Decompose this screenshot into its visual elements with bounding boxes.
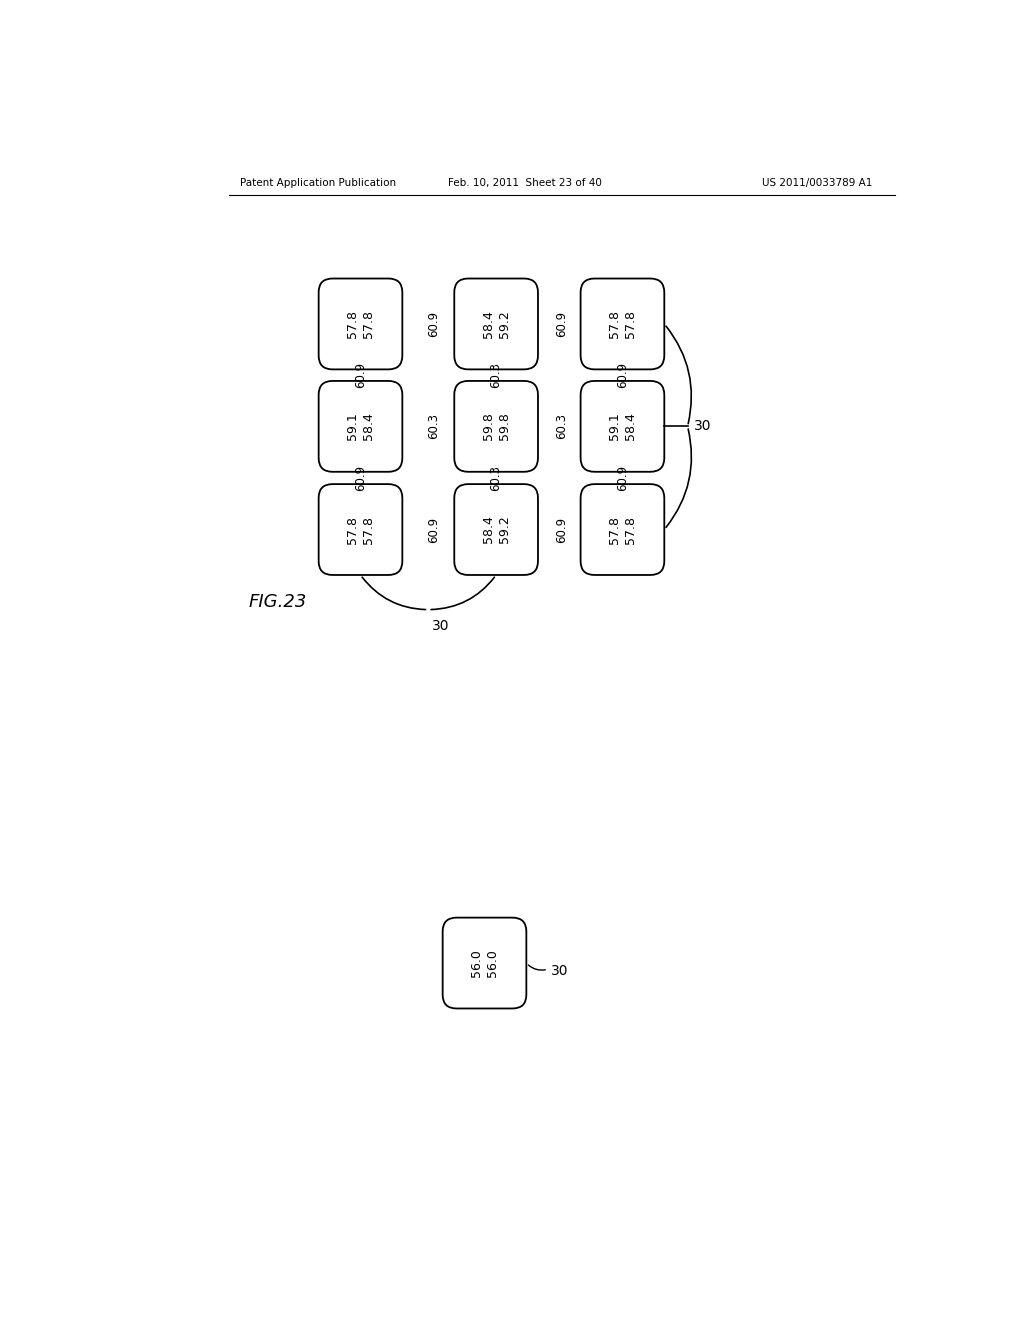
FancyBboxPatch shape	[318, 381, 402, 471]
Text: 60.9: 60.9	[354, 362, 367, 388]
Text: 60.9: 60.9	[354, 465, 367, 491]
FancyBboxPatch shape	[455, 484, 538, 576]
FancyBboxPatch shape	[581, 484, 665, 576]
Text: 30: 30	[551, 964, 568, 978]
FancyBboxPatch shape	[581, 279, 665, 370]
Text: 30: 30	[432, 619, 450, 632]
Text: 60.9: 60.9	[555, 312, 568, 337]
Text: 60.3: 60.3	[489, 362, 503, 388]
Text: 60.9: 60.9	[428, 516, 440, 543]
Text: 56.0
56.0: 56.0 56.0	[470, 949, 499, 977]
Text: Feb. 10, 2011  Sheet 23 of 40: Feb. 10, 2011 Sheet 23 of 40	[447, 178, 602, 187]
Text: 60.9: 60.9	[616, 465, 629, 491]
FancyBboxPatch shape	[455, 279, 538, 370]
Text: 59.1
58.4: 59.1 58.4	[608, 412, 637, 441]
Text: 59.1
58.4: 59.1 58.4	[346, 412, 375, 441]
Text: FIG.23: FIG.23	[248, 594, 306, 611]
Text: 60.9: 60.9	[428, 312, 440, 337]
FancyBboxPatch shape	[442, 917, 526, 1008]
Text: 58.4
59.2: 58.4 59.2	[481, 516, 511, 544]
Text: 57.8
57.8: 57.8 57.8	[608, 516, 637, 544]
Text: 58.4
59.2: 58.4 59.2	[481, 310, 511, 338]
Text: 59.8
59.8: 59.8 59.8	[481, 412, 511, 441]
Text: 60.3: 60.3	[428, 413, 440, 440]
Text: 60.9: 60.9	[616, 362, 629, 388]
FancyBboxPatch shape	[455, 381, 538, 471]
Text: 60.3: 60.3	[489, 465, 503, 491]
FancyBboxPatch shape	[581, 381, 665, 471]
Text: 57.8
57.8: 57.8 57.8	[608, 310, 637, 338]
Text: 30: 30	[693, 420, 712, 433]
Text: 60.9: 60.9	[555, 516, 568, 543]
FancyBboxPatch shape	[318, 279, 402, 370]
Text: 57.8
57.8: 57.8 57.8	[346, 516, 375, 544]
Text: US 2011/0033789 A1: US 2011/0033789 A1	[762, 178, 872, 187]
Text: Patent Application Publication: Patent Application Publication	[241, 178, 396, 187]
FancyBboxPatch shape	[318, 484, 402, 576]
Text: 57.8
57.8: 57.8 57.8	[346, 310, 375, 338]
Text: 60.3: 60.3	[555, 413, 568, 440]
